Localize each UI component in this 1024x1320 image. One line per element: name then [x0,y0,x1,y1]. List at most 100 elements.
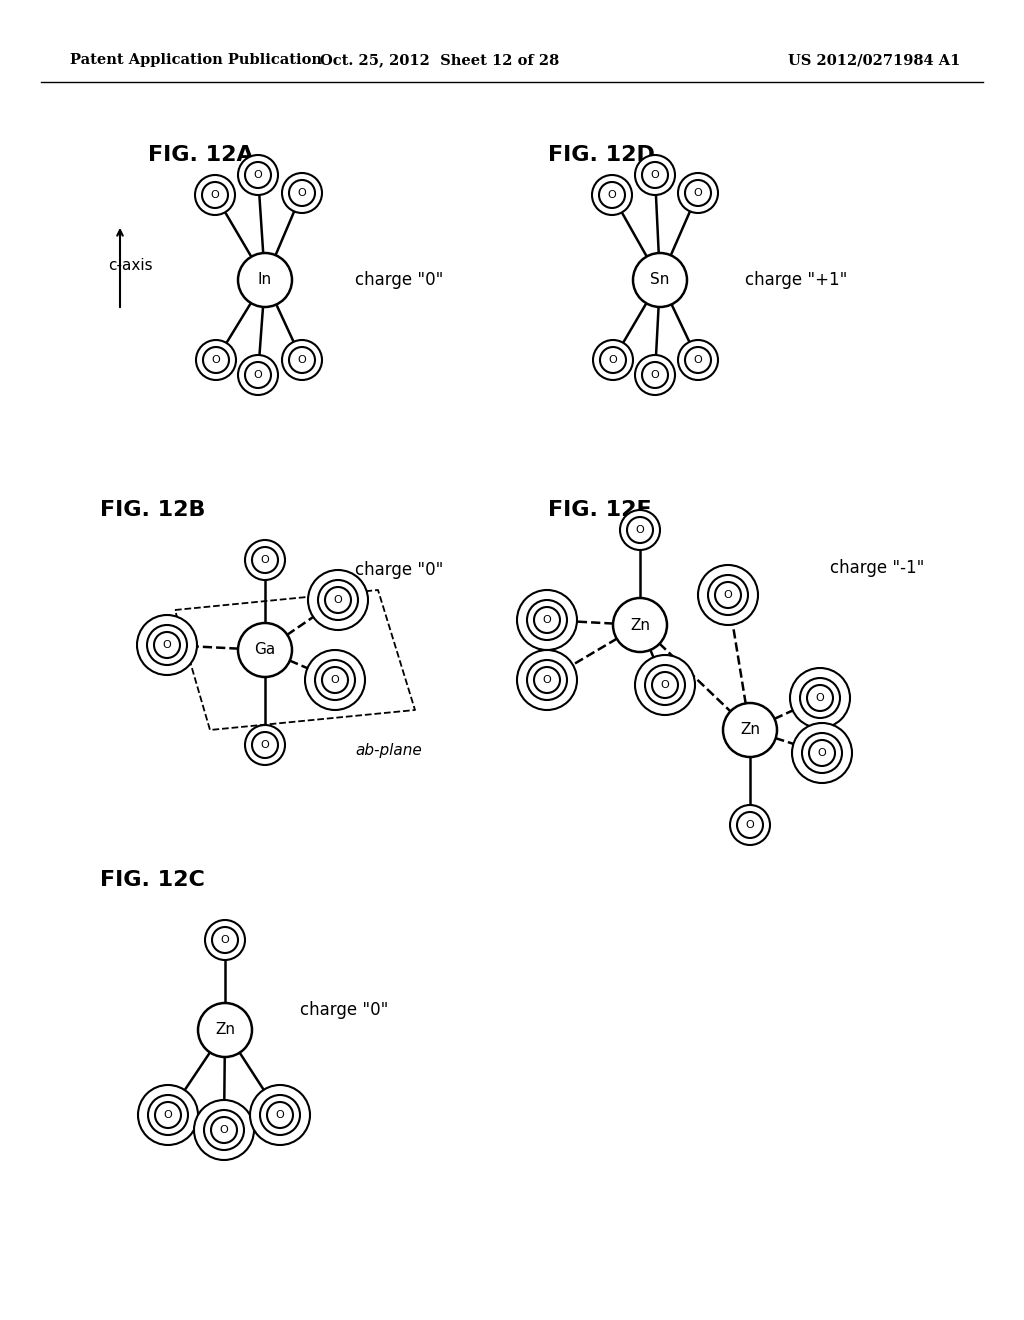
Circle shape [723,704,777,756]
Circle shape [737,812,763,838]
Circle shape [308,570,368,630]
Circle shape [642,162,668,187]
Circle shape [325,587,351,612]
Circle shape [252,546,278,573]
Text: Patent Application Publication: Patent Application Publication [70,53,322,67]
Circle shape [620,510,660,550]
Circle shape [600,347,626,374]
Text: O: O [543,675,551,685]
Text: O: O [211,190,219,201]
Text: O: O [212,355,220,366]
Circle shape [685,347,711,374]
Circle shape [322,667,348,693]
Text: O: O [817,748,826,758]
Circle shape [137,615,197,675]
Circle shape [809,741,835,766]
Circle shape [155,1102,181,1129]
Text: US 2012/0271984 A1: US 2012/0271984 A1 [787,53,961,67]
Circle shape [289,180,315,206]
Circle shape [685,180,711,206]
Text: O: O [261,741,269,750]
Circle shape [698,565,758,624]
Text: O: O [660,680,670,690]
Text: Zn: Zn [740,722,760,738]
Circle shape [245,725,285,766]
Text: FIG. 12C: FIG. 12C [100,870,205,890]
Circle shape [202,182,228,209]
Circle shape [715,582,741,609]
Text: Ga: Ga [254,643,275,657]
Text: O: O [334,595,342,605]
Circle shape [205,920,245,960]
Circle shape [613,598,667,652]
Text: charge "0": charge "0" [300,1001,388,1019]
Circle shape [635,154,675,195]
Circle shape [198,1003,252,1057]
Circle shape [678,173,718,213]
Circle shape [802,733,842,774]
Circle shape [238,623,292,677]
Text: O: O [254,170,262,180]
Circle shape [790,668,850,729]
Circle shape [517,590,577,649]
Circle shape [154,632,180,657]
Circle shape [315,660,355,700]
Text: O: O [543,615,551,624]
Text: O: O [164,1110,172,1119]
Text: O: O [298,355,306,366]
Circle shape [245,362,271,388]
Circle shape [800,678,840,718]
Circle shape [642,362,668,388]
Circle shape [289,347,315,374]
Circle shape [527,660,567,700]
Text: O: O [724,590,732,601]
Circle shape [305,649,365,710]
Circle shape [250,1085,310,1144]
Circle shape [245,540,285,579]
Circle shape [204,1110,244,1150]
Circle shape [147,624,187,665]
Circle shape [318,579,358,620]
Circle shape [599,182,625,209]
Text: O: O [607,190,616,201]
Text: c-axis: c-axis [108,257,153,272]
Text: O: O [163,640,171,649]
Circle shape [633,253,687,308]
Circle shape [593,341,633,380]
Circle shape [211,1117,237,1143]
Circle shape [517,649,577,710]
Text: O: O [816,693,824,704]
Circle shape [282,341,322,380]
Circle shape [635,655,695,715]
Text: O: O [331,675,339,685]
Circle shape [527,601,567,640]
Circle shape [238,154,278,195]
Circle shape [238,253,292,308]
Circle shape [238,355,278,395]
Text: O: O [608,355,617,366]
Text: charge "+1": charge "+1" [745,271,848,289]
Text: O: O [219,1125,228,1135]
Text: FIG. 12B: FIG. 12B [100,500,206,520]
Text: Sn: Sn [650,272,670,288]
Text: O: O [298,187,306,198]
Circle shape [196,341,236,380]
Circle shape [678,341,718,380]
Text: Zn: Zn [630,618,650,632]
Circle shape [635,355,675,395]
Circle shape [194,1100,254,1160]
Text: O: O [254,370,262,380]
Circle shape [148,1096,188,1135]
Circle shape [282,173,322,213]
Text: charge "-1": charge "-1" [830,558,925,577]
Circle shape [212,927,238,953]
Circle shape [730,805,770,845]
Circle shape [645,665,685,705]
Text: In: In [258,272,272,288]
Circle shape [260,1096,300,1135]
Text: O: O [650,370,659,380]
Text: O: O [745,820,755,830]
Circle shape [252,733,278,758]
Circle shape [652,672,678,698]
Text: Oct. 25, 2012  Sheet 12 of 28: Oct. 25, 2012 Sheet 12 of 28 [321,53,560,67]
